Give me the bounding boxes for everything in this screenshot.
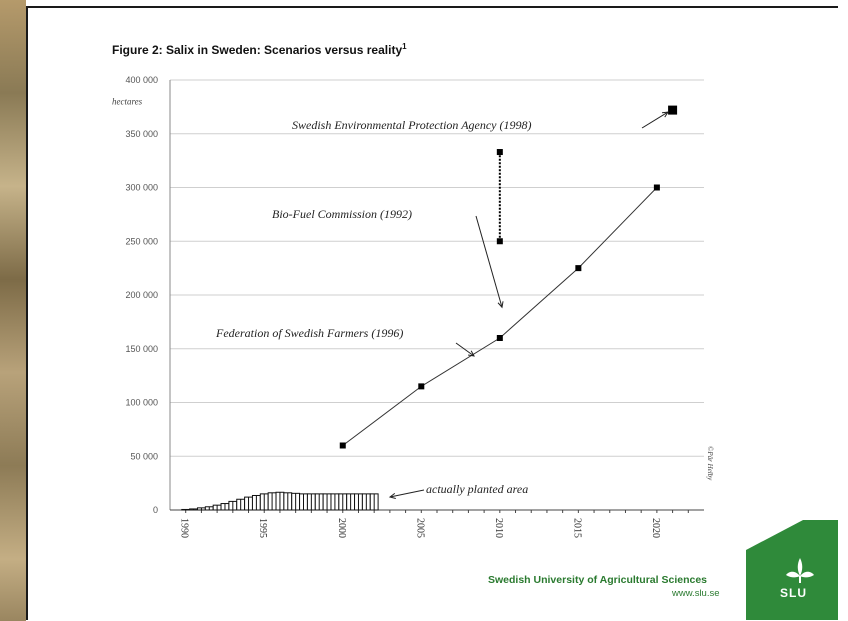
federation-point <box>496 335 503 341</box>
y-tick-label: 300 000 <box>125 183 158 193</box>
x-tick-label: 2020 <box>650 518 661 538</box>
federation-arrow <box>455 342 475 357</box>
federation-arrow-head <box>468 350 475 357</box>
planted-area-annotation: actually planted area <box>426 482 528 496</box>
y-tick-label: 150 000 <box>125 344 158 354</box>
planted-area-arrow-head <box>388 492 396 499</box>
slu-logo-text: SLU <box>780 586 807 600</box>
university-name: Swedish University of Agricultural Scien… <box>488 574 708 586</box>
x-tick-label: 2000 <box>336 518 347 538</box>
y-tick-label: 200 000 <box>125 290 158 300</box>
y-tick-label: 400 000 <box>125 75 158 85</box>
federation-point <box>339 442 346 449</box>
federation-point <box>653 184 660 191</box>
background-photo-strip <box>0 0 26 621</box>
figure-title-footnote: 1 <box>402 42 407 51</box>
y-tick-label: 0 <box>153 505 158 515</box>
x-tick-label: 2005 <box>414 518 425 538</box>
x-tick-label: 1990 <box>179 518 190 538</box>
leaf-icon <box>786 558 814 583</box>
federation-point <box>575 265 582 272</box>
university-url[interactable]: www.slu.se <box>672 588 720 599</box>
y-tick-label: 250 000 <box>125 236 158 246</box>
planted-area-arrow <box>389 489 425 498</box>
epa-arrow-head <box>661 111 669 118</box>
federation-annotation: Federation of Swedish Farmers (1996) <box>215 326 403 340</box>
x-tick-label: 2015 <box>571 518 582 538</box>
biofuel-arrow <box>475 215 503 308</box>
epa-annotation: Swedish Environmental Protection Agency … <box>292 118 532 132</box>
figure-title-text: Figure 2: Salix in Sweden: Scenarios ver… <box>112 43 403 57</box>
y-tick-label: 350 000 <box>125 129 158 139</box>
slide: Figure 2: Salix in Sweden: Scenarios ver… <box>26 6 838 620</box>
figure-title: Figure 2: Salix in Sweden: Scenarios ver… <box>112 42 407 57</box>
biofuel-range-point <box>496 149 503 156</box>
photo-credit: ©Pär Helby <box>706 446 714 481</box>
biofuel-arrow-head <box>497 301 504 309</box>
epa-point <box>668 105 678 115</box>
x-tick-label: 1995 <box>257 518 268 538</box>
epa-arrow <box>641 111 669 129</box>
federation-point <box>418 383 425 390</box>
y-tick-label: 100 000 <box>125 398 158 408</box>
biofuel-range-point <box>496 238 503 245</box>
x-tick-label: 2010 <box>493 518 504 538</box>
y-axis-label: hectares <box>112 97 143 107</box>
biofuel-annotation: Bio-Fuel Commission (1992) <box>272 207 412 221</box>
salix-chart: 0 50 000 100 000 150 000 200 000 250 000 300 0… <box>112 75 714 538</box>
y-tick-label: 50 000 <box>130 451 158 461</box>
